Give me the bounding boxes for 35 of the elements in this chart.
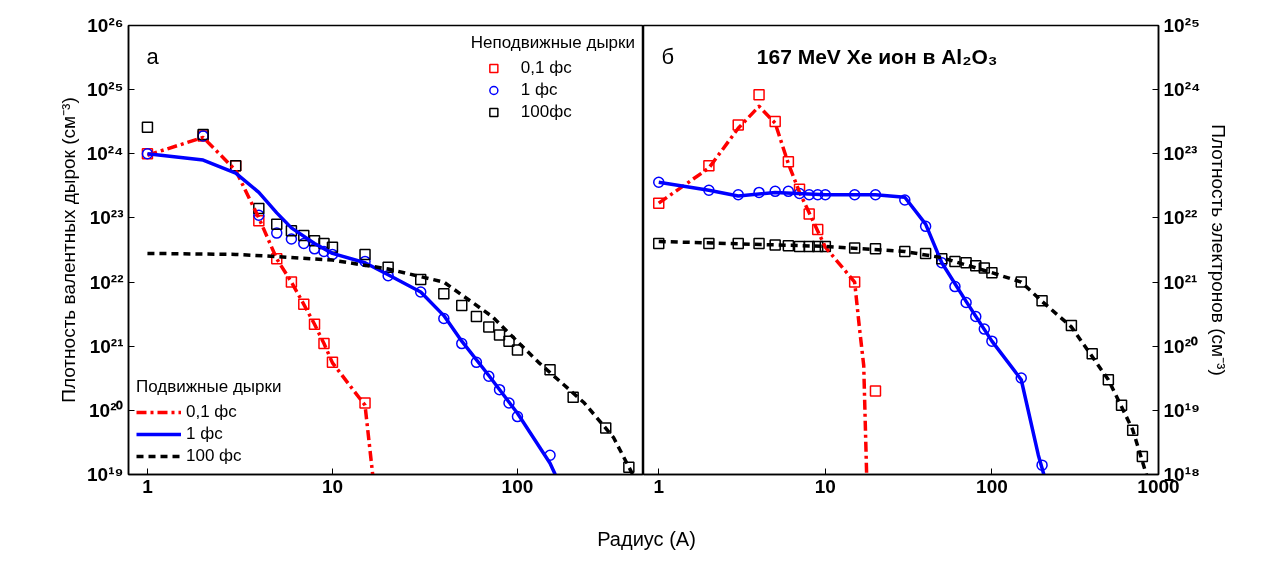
y-tick-label: 10²⁴ bbox=[86, 143, 124, 165]
y-tick-label: 10²⁰ bbox=[89, 399, 124, 421]
annotation: б bbox=[661, 44, 675, 70]
y-tick-label: 10²⁴ bbox=[1163, 79, 1201, 101]
legend-label: 1 фс bbox=[186, 424, 223, 444]
y-tick-label: 10²⁵ bbox=[87, 79, 124, 101]
y-tick-label: 10²¹ bbox=[89, 335, 124, 357]
x-tick-label: 10 bbox=[814, 475, 836, 497]
x-tick-label: 1 bbox=[142, 475, 154, 497]
y-axis-title: Плотность электронов (см⁻³) bbox=[1208, 124, 1230, 376]
legend-label: 0,1 фс bbox=[520, 58, 572, 78]
y-tick-label: 10²¹ bbox=[1163, 271, 1198, 293]
y-tick-label: 10²² bbox=[1163, 207, 1198, 229]
text: 167 MeV Xe ион в Al₂O₃ bbox=[756, 45, 998, 69]
y-tick-label: 10²⁶ bbox=[87, 15, 124, 36]
legend-label: 0,1 фс bbox=[186, 402, 237, 422]
y-axis-title: Плотность валентных дырок (см⁻³) bbox=[57, 97, 79, 403]
legend-label: 100 фс bbox=[186, 446, 242, 466]
x-axis-title: Радиус (А) bbox=[597, 527, 696, 552]
x-tick-label: 10 bbox=[321, 475, 344, 497]
x-tick-label: 1 bbox=[653, 475, 665, 497]
y-tick-label: 10²⁵ bbox=[1163, 15, 1200, 36]
legend-label: 100фс bbox=[520, 102, 572, 122]
text: Подвижные дырки bbox=[136, 377, 282, 396]
legend-label: 1 фс bbox=[520, 80, 558, 100]
y-tick-label: 10²⁰ bbox=[1163, 335, 1198, 357]
x-tick-label: 100 bbox=[976, 475, 1008, 497]
y-tick-label: 10¹⁹ bbox=[87, 464, 124, 485]
x-tick-label: 100 bbox=[501, 475, 534, 497]
y-tick-label: 10¹⁹ bbox=[1163, 399, 1200, 421]
annotation: а bbox=[146, 44, 160, 70]
text: Неподвижные дырки bbox=[470, 33, 635, 52]
y-tick-label: 10²² bbox=[89, 271, 124, 293]
y-tick-label: 10²³ bbox=[89, 207, 124, 229]
y-tick-label: 10²³ bbox=[1163, 143, 1198, 165]
